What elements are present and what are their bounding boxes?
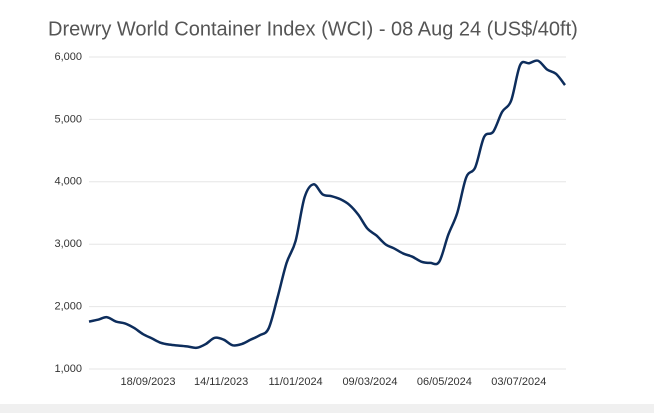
y-tick-label: 1,000 bbox=[54, 363, 82, 375]
y-tick-label: 2,000 bbox=[54, 301, 82, 313]
footer-band bbox=[0, 404, 654, 413]
x-tick-label: 14/11/2023 bbox=[194, 376, 248, 388]
x-tick-label: 03/07/2024 bbox=[491, 376, 546, 388]
y-tick-label: 6,000 bbox=[54, 51, 82, 63]
y-tick-label: 3,000 bbox=[54, 238, 82, 250]
x-tick-label: 06/05/2024 bbox=[417, 376, 472, 388]
x-tick-label: 09/03/2024 bbox=[342, 376, 397, 388]
x-tick-label: 11/01/2024 bbox=[268, 376, 322, 388]
y-tick-label: 4,000 bbox=[54, 176, 82, 188]
chart-title: Drewry World Container Index (WCI) - 08 … bbox=[48, 18, 578, 40]
y-tick-label: 5,000 bbox=[54, 113, 82, 125]
x-tick-label: 18/09/2023 bbox=[120, 376, 175, 388]
data-line bbox=[88, 59, 566, 350]
